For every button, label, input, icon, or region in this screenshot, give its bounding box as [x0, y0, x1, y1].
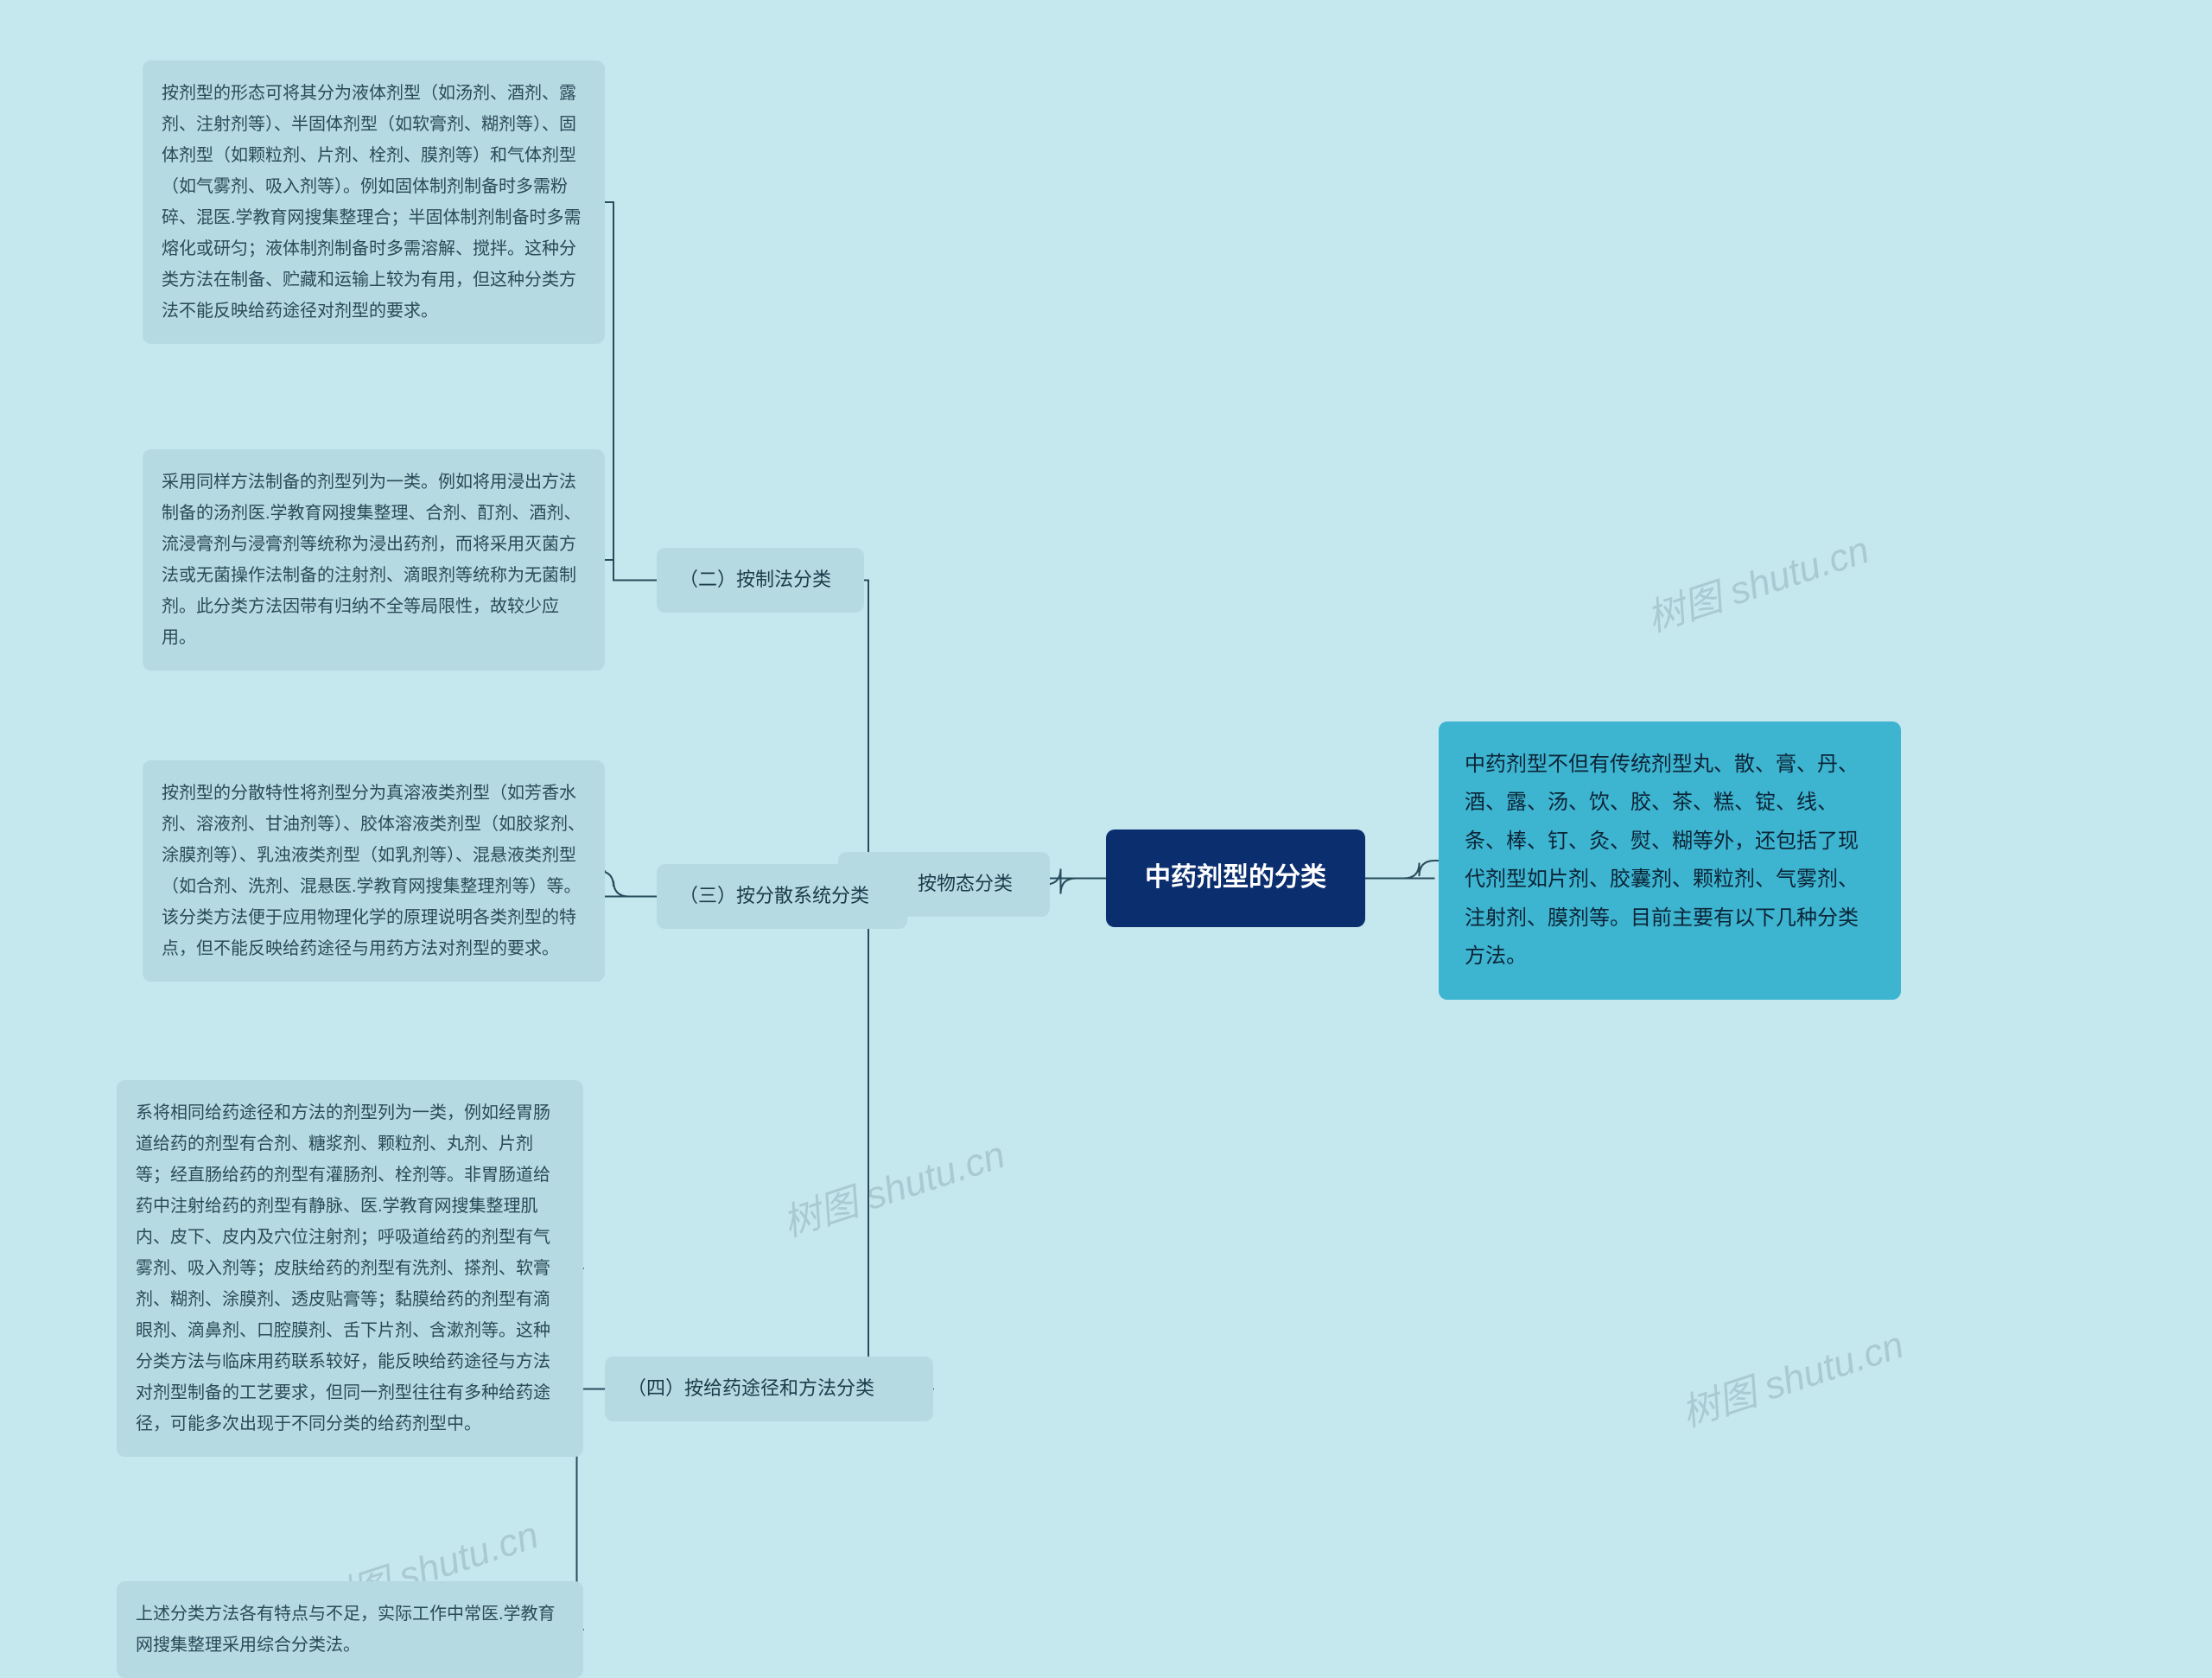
- intro-node[interactable]: 中药剂型不但有传统剂型丸、散、膏、丹、酒、露、汤、饮、胶、茶、糕、锭、线、条、棒…: [1439, 721, 1901, 1000]
- root-node[interactable]: 中药剂型的分类: [1106, 829, 1365, 927]
- leaf-physical-state-desc[interactable]: 按剂型的形态可将其分为液体剂型（如汤剂、酒剂、露剂、注射剂等）、半固体剂型（如软…: [143, 60, 605, 344]
- leaf-dispersion-system-desc[interactable]: 按剂型的分散特性将剂型分为真溶液类剂型（如芳香水剂、溶液剂、甘油剂等）、胶体溶液…: [143, 760, 605, 982]
- branch-dispersion-system[interactable]: （三）按分散系统分类: [657, 864, 907, 929]
- watermark: 树图 shutu.cn: [1639, 518, 1875, 642]
- leaf-preparation-method-desc[interactable]: 采用同样方法制备的剂型列为一类。例如将用浸出方法制备的汤剂医.学教育网搜集整理、…: [143, 449, 605, 671]
- branch-preparation-method[interactable]: （二）按制法分类: [657, 548, 864, 613]
- watermark: 树图 shutu.cn: [775, 1123, 1011, 1247]
- leaf-administration-route-desc[interactable]: 系将相同给药途径和方法的剂型列为一类，例如经胃肠道给药的剂型有合剂、糖浆剂、颗粒…: [117, 1080, 583, 1457]
- watermark: 树图 shutu.cn: [1674, 1313, 1910, 1437]
- mindmap-canvas: 树图 shutu.cn 树图 shutu.cn 树图 shutu.cn 树图 s…: [0, 0, 2212, 1668]
- branch-administration-route[interactable]: （四）按给药途径和方法分类: [605, 1357, 933, 1421]
- leaf-summary[interactable]: 上述分类方法各有特点与不足，实际工作中常医.学教育网搜集整理采用综合分类法。: [117, 1581, 583, 1678]
